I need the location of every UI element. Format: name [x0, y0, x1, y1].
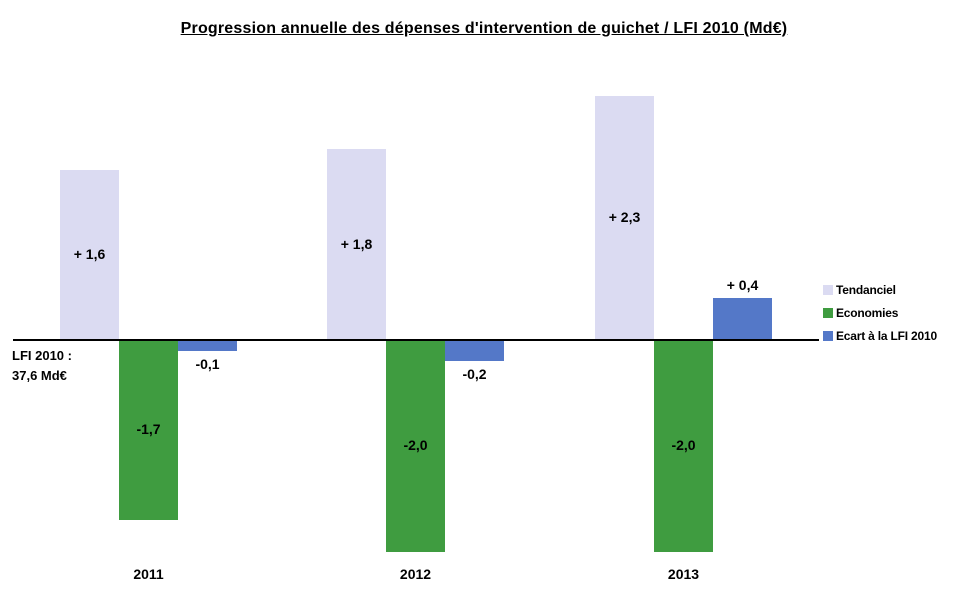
x-axis-baseline — [13, 339, 819, 341]
bar-tendanciel-2011 — [60, 170, 119, 340]
x-axis-label-2013: 2013 — [667, 566, 700, 582]
bar-value-label-economies-2012: -2,0 — [403, 437, 428, 453]
legend-swatch-icon-economies — [823, 307, 833, 318]
bar-economies-2011 — [119, 340, 178, 520]
bar-ecart-la-lfi-2010-2013 — [713, 298, 772, 340]
bar-ecart-la-lfi-2010-2012 — [445, 340, 504, 361]
bar-economies-2012 — [386, 340, 445, 552]
legend-label-economies: Economies — [836, 305, 899, 320]
bar-value-label-economies-2011: -1,7 — [136, 421, 161, 437]
baseline-annotation-line2: 37,6 Md€ — [12, 368, 67, 383]
chart-title: Progression annuelle des dépenses d'inte… — [180, 20, 788, 37]
bar-tendanciel-2013 — [595, 96, 654, 340]
baseline-annotation: LFI 2010 : 37,6 Md€ — [12, 346, 72, 386]
baseline-annotation-line1: LFI 2010 : — [12, 348, 72, 363]
bar-value-label-ecart-la-lfi-2010-2013: + 0,4 — [726, 277, 759, 293]
legend-label-ecart-la-lfi-2010: Ecart à la LFI 2010 — [836, 328, 937, 343]
legend-label-tendanciel: Tendanciel — [836, 282, 896, 297]
bar-ecart-la-lfi-2010-2011 — [178, 340, 237, 351]
legend-swatch-icon-ecart-la-lfi-2010 — [823, 330, 833, 341]
bar-value-label-ecart-la-lfi-2010-2011: -0,1 — [195, 356, 220, 372]
bar-value-label-economies-2013: -2,0 — [671, 437, 696, 453]
bar-value-label-tendanciel-2012: + 1,8 — [340, 235, 373, 252]
bar-value-label-tendanciel-2011: + 1,6 — [73, 246, 106, 262]
legend-item-tendanciel: Tendanciel — [823, 282, 937, 297]
legend-item-economies: Economies — [823, 305, 937, 320]
legend: Tendanciel Economies Ecart à la LFI 2010 — [823, 283, 937, 352]
bar-value-label-ecart-la-lfi-2010-2012: -0,2 — [462, 366, 487, 382]
legend-swatch-icon-tendanciel — [823, 284, 833, 295]
x-axis-label-2011: 2011 — [133, 566, 164, 582]
bar-economies-2013 — [654, 340, 713, 552]
x-axis-label-2012: 2012 — [399, 566, 432, 582]
legend-item-ecart-la-lfi-2010: Ecart à la LFI 2010 — [823, 328, 937, 343]
bar-value-label-tendanciel-2013: + 2,3 — [608, 209, 641, 225]
bar-tendanciel-2012 — [327, 149, 386, 340]
